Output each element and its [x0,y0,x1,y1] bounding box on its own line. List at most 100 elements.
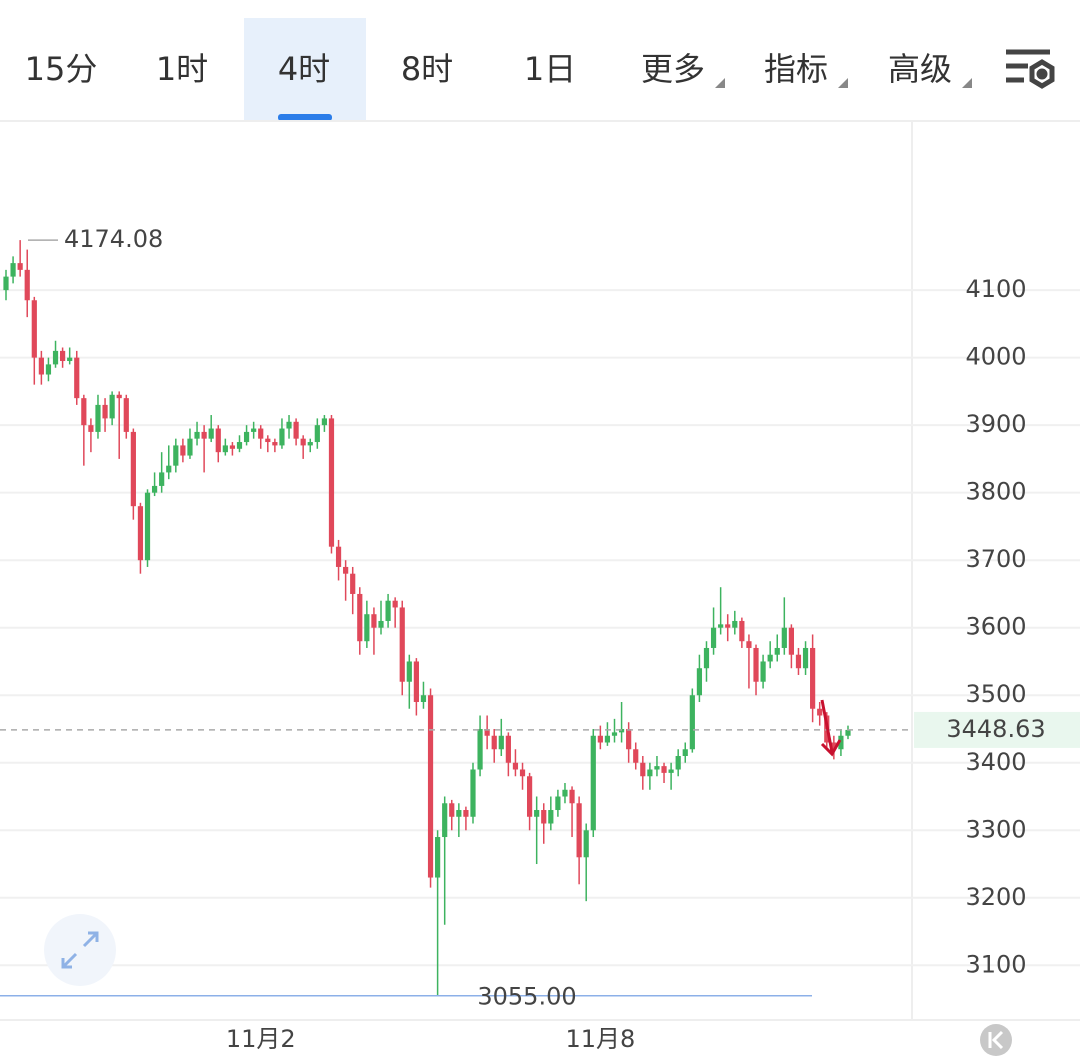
candle-body [17,263,23,270]
candle-body [774,647,780,655]
tab[interactable]: 8时 [401,50,453,88]
candle-body [406,661,412,682]
tab[interactable]: 4时 [278,50,330,88]
candle-body [611,732,618,736]
candle-body [81,398,87,426]
candle-body [427,695,434,878]
candle-body [618,728,625,733]
candle-body [583,830,589,858]
candle-body [484,728,490,736]
dropdown-caret[interactable] [838,78,848,88]
candle-body [640,762,646,777]
candle-body [385,600,391,621]
candle-body [810,647,816,709]
candle-body [151,485,158,493]
candle-body [512,762,519,770]
candle-body [222,445,228,453]
candle-body [626,728,632,750]
candle-body [689,695,695,750]
scroll-to-end-button[interactable] [980,1024,1012,1056]
candle-body [654,766,660,770]
tab[interactable]: 指标 [764,50,828,88]
candle-body [633,749,639,763]
candle-body [173,445,179,466]
candle-body [300,438,306,446]
candle-body [293,421,299,439]
candle-body [470,769,476,817]
tab[interactable]: 1日 [524,50,576,88]
candle-body [569,789,575,804]
candle-body [328,418,335,547]
candle-body [116,394,122,399]
candle-body [534,810,540,817]
y-tick-label: 3600 [965,613,1026,641]
candle-body [321,418,328,426]
candle-body [696,668,703,696]
candle-body [590,735,596,831]
candle-body [67,357,73,362]
candle-body [236,442,243,449]
candle-body [357,593,363,642]
candle-body [661,766,667,773]
candle-body [31,300,37,358]
candle-body [420,695,427,702]
candle-body [682,749,688,757]
expand-button[interactable] [44,914,116,986]
y-tick-label: 3800 [965,478,1026,506]
tab[interactable]: 更多 [641,50,705,88]
candle-body [180,445,186,456]
active-tab-indicator [278,114,332,121]
y-tick-label: 4000 [965,343,1026,371]
candle-body [703,647,710,669]
candle-body [123,398,129,432]
active-tab-bg [244,18,366,121]
candle-body [668,769,674,773]
candle-body [675,756,681,770]
candle-body [795,654,802,669]
tab[interactable]: 高级 [888,50,952,88]
candle-body [38,357,44,375]
low-marker-label: 3055.00 [477,983,576,1011]
candle-body [746,641,752,648]
candle-body [279,428,285,446]
candle-body [541,810,547,824]
candle-body [194,431,200,439]
last-price-label: 3448.63 [946,715,1045,743]
candle-body [350,573,356,594]
candle-body [258,428,264,439]
candle-body [456,810,462,817]
dropdown-caret[interactable] [962,78,972,88]
settings-icon[interactable] [1006,49,1055,89]
toolbar: 15分 1时 4时 8时 1日 更多 指标 高级 [25,18,952,121]
candle-body [130,431,136,507]
candle-body [272,442,278,446]
tab[interactable]: 1时 [156,50,208,88]
candle-body [505,735,511,763]
candle-body [718,624,724,628]
y-tick-label: 3400 [965,748,1026,776]
candle-body [449,803,455,817]
x-tick-label: 11月8 [565,1025,635,1053]
dropdown-caret[interactable] [715,78,725,88]
candle-body [166,465,172,473]
candle-body [343,566,349,574]
candle-body [399,607,405,682]
candle-body [463,810,469,817]
candle-body [208,428,214,439]
candle-body [760,661,766,682]
candle-body [95,404,101,432]
candle-body [144,492,151,561]
candle-body [3,276,9,291]
candle-body [286,421,292,429]
candle-body [498,735,504,750]
candle-body [597,735,603,743]
candle-body [364,614,370,642]
tab[interactable]: 15分 [25,50,98,88]
candle-body [60,350,66,362]
candle-body [767,654,773,662]
candle-body [102,404,108,419]
high-marker-label: 4174.08 [64,225,163,253]
candle-body [647,769,653,777]
